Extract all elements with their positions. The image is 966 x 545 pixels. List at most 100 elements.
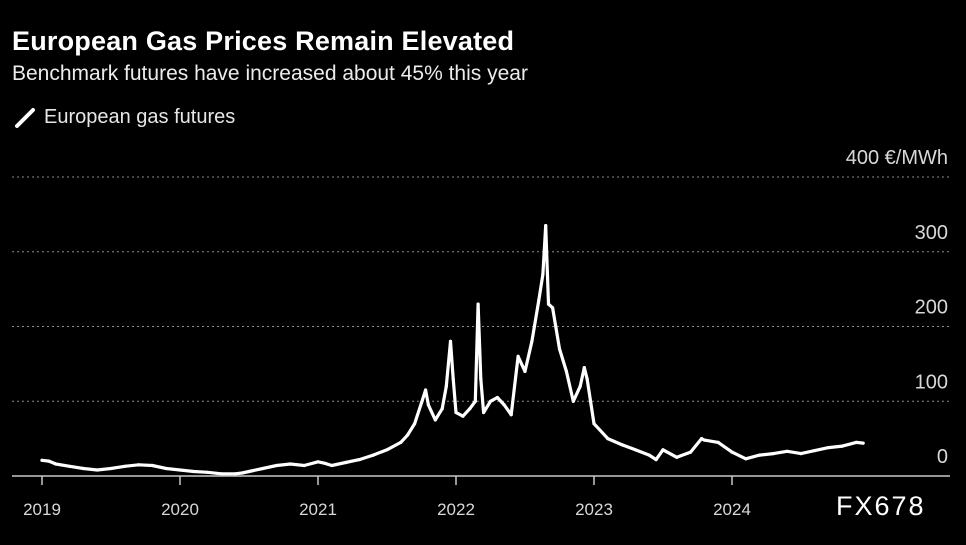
data-point bbox=[582, 366, 586, 370]
data-point bbox=[544, 224, 548, 228]
data-point bbox=[461, 414, 465, 418]
data-point bbox=[606, 437, 610, 441]
data-point bbox=[424, 388, 428, 392]
data-point bbox=[54, 462, 58, 466]
data-point bbox=[81, 466, 85, 471]
data-point bbox=[233, 472, 237, 476]
y-tick-label-100: 100 bbox=[915, 371, 948, 393]
data-point bbox=[40, 458, 44, 462]
data-point bbox=[758, 453, 762, 457]
data-point bbox=[771, 452, 776, 456]
y-tick-label-0: 0 bbox=[937, 446, 948, 468]
watermark: FX678 bbox=[836, 491, 926, 521]
data-point bbox=[744, 457, 748, 461]
data-point bbox=[219, 472, 223, 476]
data-point bbox=[509, 413, 513, 417]
data-point bbox=[109, 466, 113, 471]
data-point bbox=[523, 369, 527, 373]
data-point bbox=[799, 452, 803, 456]
data-point bbox=[371, 453, 375, 457]
data-point bbox=[206, 470, 210, 474]
data-point bbox=[854, 440, 858, 444]
data-point bbox=[675, 455, 679, 459]
legend: European gas futures bbox=[14, 106, 235, 129]
data-point bbox=[426, 403, 430, 407]
data-point bbox=[448, 339, 453, 343]
data-point bbox=[557, 347, 562, 351]
data-point bbox=[592, 422, 596, 426]
data-point bbox=[840, 444, 845, 448]
data-point bbox=[192, 469, 196, 474]
data-point bbox=[716, 440, 720, 444]
data-point bbox=[68, 464, 72, 468]
data-point bbox=[385, 448, 389, 452]
chart-title: European Gas Prices Remain Elevated bbox=[12, 26, 515, 56]
y-tick-label-400: 400 €/MWh bbox=[846, 147, 948, 169]
data-point bbox=[95, 468, 99, 472]
data-point bbox=[785, 449, 789, 453]
x-tick-label-2022: 2022 bbox=[437, 500, 475, 519]
data-point bbox=[123, 464, 127, 468]
y-tick-label-300: 300 bbox=[915, 222, 948, 244]
data-point bbox=[247, 469, 251, 474]
data-point bbox=[482, 410, 486, 415]
data-point bbox=[440, 407, 444, 411]
data-point bbox=[827, 446, 831, 450]
data-point bbox=[861, 441, 865, 445]
data-point bbox=[633, 448, 638, 452]
data-point bbox=[654, 458, 658, 462]
data-point bbox=[164, 466, 168, 471]
data-point bbox=[433, 418, 437, 422]
data-point bbox=[578, 384, 582, 388]
data-point bbox=[551, 306, 555, 310]
data-point bbox=[473, 399, 477, 403]
data-point bbox=[399, 440, 403, 444]
data-point bbox=[344, 460, 348, 465]
data-point bbox=[495, 395, 499, 400]
legend-label: European gas futures bbox=[44, 106, 236, 128]
data-point bbox=[700, 437, 704, 441]
data-point bbox=[302, 463, 306, 468]
data-point bbox=[516, 354, 520, 358]
data-point bbox=[546, 302, 551, 306]
data-point bbox=[564, 369, 569, 373]
data-point bbox=[585, 377, 589, 381]
data-point bbox=[530, 339, 534, 343]
legend-line-icon bbox=[15, 107, 35, 128]
data-point bbox=[288, 462, 292, 466]
data-point bbox=[150, 463, 154, 468]
data-point bbox=[479, 377, 483, 381]
data-point bbox=[661, 448, 665, 452]
data-point bbox=[689, 450, 693, 454]
data-point bbox=[730, 450, 734, 454]
data-point bbox=[502, 403, 506, 407]
data-point bbox=[813, 449, 817, 453]
data-point bbox=[419, 401, 424, 405]
data-point bbox=[454, 410, 458, 415]
x-tick-label-2024: 2024 bbox=[713, 500, 751, 519]
data-point bbox=[330, 463, 334, 468]
data-point bbox=[702, 438, 707, 442]
x-tick-label-2019: 2019 bbox=[23, 500, 61, 519]
data-point bbox=[323, 461, 327, 465]
data-point bbox=[620, 443, 624, 447]
data-point bbox=[541, 272, 545, 276]
data-point bbox=[316, 460, 320, 464]
data-point bbox=[178, 468, 182, 472]
data-point bbox=[275, 463, 279, 468]
x-tick-label-2021: 2021 bbox=[299, 500, 337, 519]
data-point bbox=[406, 433, 410, 437]
x-tick-label-2023: 2023 bbox=[575, 500, 613, 519]
x-tick-label-2020: 2020 bbox=[161, 500, 199, 519]
chart-subtitle: Benchmark futures have increased about 4… bbox=[12, 62, 528, 85]
data-point bbox=[137, 463, 141, 467]
data-point bbox=[488, 399, 493, 403]
data-point bbox=[261, 466, 265, 471]
series-line-0 bbox=[40, 224, 865, 476]
y-tick-label-200: 200 bbox=[915, 297, 948, 319]
data-point bbox=[357, 458, 361, 462]
data-point bbox=[451, 377, 455, 381]
data-point bbox=[47, 459, 51, 463]
data-point bbox=[476, 302, 480, 306]
